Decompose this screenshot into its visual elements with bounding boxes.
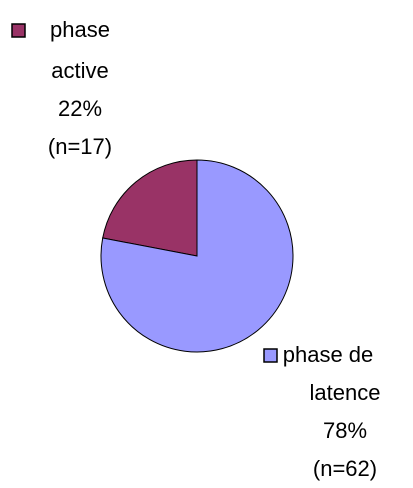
slice-label: active xyxy=(51,58,108,83)
slice-label: phase de xyxy=(283,342,374,367)
legend-swatch xyxy=(263,348,278,363)
slice-label: phase xyxy=(50,17,110,42)
value-label: 22% xyxy=(58,96,102,121)
pie-slice xyxy=(102,159,198,257)
count-label: (n=17) xyxy=(48,134,112,159)
legend-swatch xyxy=(11,23,26,38)
slice-label: latence xyxy=(310,380,381,405)
pie-slice xyxy=(100,159,294,353)
count-label: (n=62) xyxy=(313,456,377,481)
value-label: 78% xyxy=(323,418,367,443)
